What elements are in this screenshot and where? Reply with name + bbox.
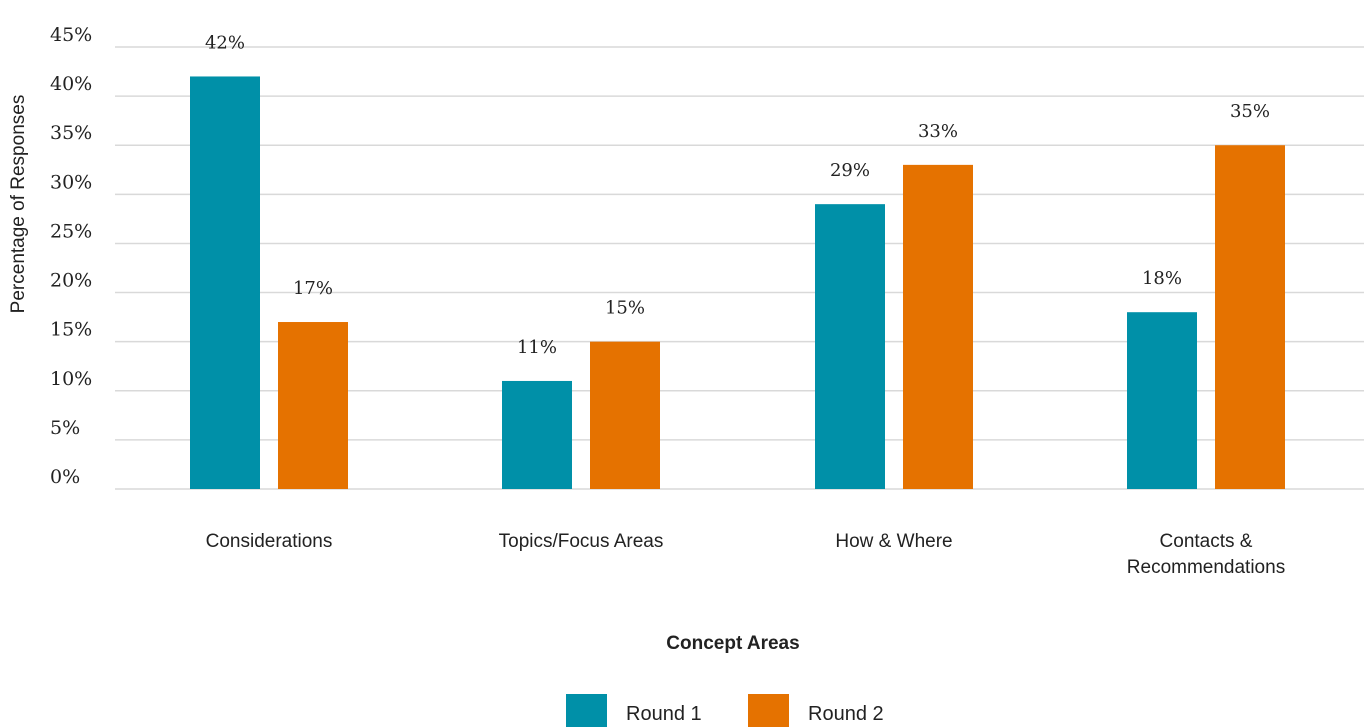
bar-1: [502, 380, 572, 489]
y-axis-ticks: 0% 5% 10% 15% 20% 25% 30% 35% 40% 45%: [50, 24, 92, 488]
bar-2: [278, 322, 348, 489]
category-label: Recommendations: [1127, 557, 1285, 578]
y-axis-label: Percentage of Responses: [8, 95, 29, 314]
bar-1: [815, 204, 885, 489]
legend-swatch: [566, 694, 607, 727]
category-label: Topics/Focus Areas: [499, 531, 664, 552]
x-axis-categories: Considerations Topics/Focus Areas How & Wh…: [206, 531, 1286, 578]
y-tick-label: 5%: [50, 417, 80, 439]
bar-2: [903, 164, 973, 489]
data-label: 29%: [830, 160, 870, 181]
x-axis-label: Concept Areas: [666, 633, 799, 654]
bar-1: [1127, 312, 1197, 489]
bar-1: [190, 76, 260, 489]
y-tick-label: 10%: [50, 368, 92, 390]
data-label: 42%: [205, 32, 245, 53]
y-tick-label: 20%: [50, 270, 92, 292]
y-tick-label: 35%: [50, 122, 92, 144]
data-label: 11%: [517, 337, 557, 358]
category-label: How & Where: [835, 531, 952, 552]
y-tick-label: 0%: [50, 466, 80, 488]
data-label: 35%: [1230, 101, 1270, 122]
y-tick-label: 15%: [50, 319, 92, 341]
bars: [190, 76, 1285, 489]
legend-swatch: [748, 694, 789, 727]
data-label: 17%: [293, 278, 333, 299]
data-labels: 42% 11% 29% 18% 17% 15% 33% 35%: [205, 32, 1270, 357]
legend: Round 1 Round 2: [566, 694, 884, 727]
y-tick-label: 45%: [50, 24, 92, 46]
category-label: Contacts &: [1160, 531, 1253, 552]
data-label: 15%: [605, 298, 645, 319]
bar-2: [590, 341, 660, 489]
y-tick-label: 25%: [50, 220, 92, 242]
legend-label: Round 1: [626, 703, 702, 725]
category-label: Considerations: [206, 531, 333, 552]
y-tick-label: 30%: [50, 171, 92, 193]
data-label: 18%: [1142, 268, 1182, 289]
data-label: 33%: [918, 121, 958, 142]
bar-2: [1215, 145, 1285, 489]
y-tick-label: 40%: [50, 73, 92, 95]
legend-label: Round 2: [808, 703, 884, 725]
